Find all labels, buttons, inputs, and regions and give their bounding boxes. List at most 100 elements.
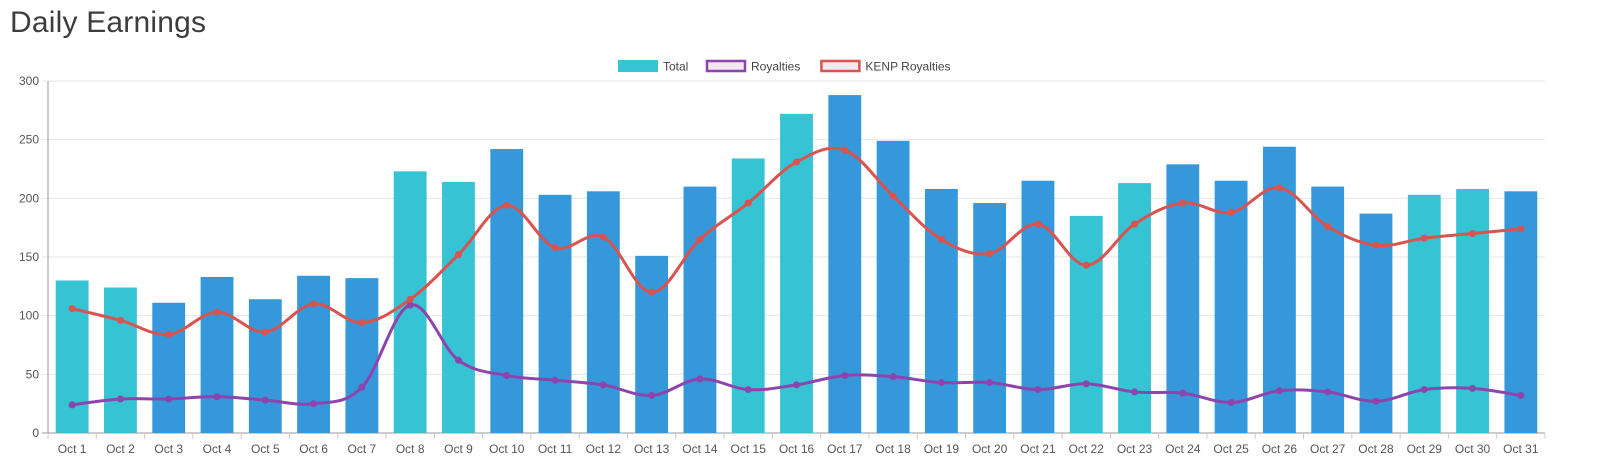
- x-tick-label: Oct 11: [538, 442, 573, 456]
- point: [1372, 397, 1380, 405]
- legend-item-kenp-royalties[interactable]: KENP Royalties: [820, 60, 951, 74]
- point: [68, 401, 76, 409]
- x-tick-label: Oct 16: [779, 442, 815, 456]
- point: [503, 201, 511, 209]
- point: [165, 395, 173, 403]
- bar: [1021, 180, 1055, 433]
- point: [116, 316, 124, 324]
- point: [1131, 388, 1139, 396]
- point: [793, 381, 800, 389]
- x-tick-label: Oct 13: [634, 442, 670, 456]
- bar: [973, 203, 1007, 433]
- x-tick-label: Oct 1: [58, 442, 87, 456]
- point: [1517, 391, 1525, 399]
- legend-item-royalties[interactable]: Royalties: [705, 59, 800, 74]
- point: [1324, 388, 1332, 396]
- point: [1034, 220, 1042, 228]
- point: [1372, 241, 1380, 249]
- point: [165, 330, 173, 338]
- x-tick-label: Oct 31: [1503, 442, 1539, 456]
- bar: [1407, 194, 1441, 433]
- x-tick-label: Oct 21: [1020, 442, 1056, 456]
- x-tick-label: Oct 19: [924, 442, 960, 456]
- point: [68, 305, 76, 313]
- x-tick-label: Oct 15: [731, 442, 767, 456]
- point: [889, 192, 897, 200]
- point: [793, 158, 800, 166]
- legend[interactable]: Total Royalties KENP Royalties: [618, 60, 951, 74]
- x-tick-label: Oct 27: [1310, 442, 1346, 456]
- point: [841, 146, 849, 154]
- point: [406, 301, 414, 309]
- point: [889, 373, 897, 381]
- y-tick-label: 200: [19, 191, 39, 205]
- bar: [828, 95, 862, 433]
- point: [1179, 199, 1187, 207]
- x-tick-label: Oct 8: [396, 442, 425, 456]
- point: [454, 356, 462, 364]
- legend-swatch: [618, 60, 658, 72]
- point: [744, 386, 752, 394]
- x-tick-label: Oct 7: [348, 442, 377, 456]
- point: [744, 199, 752, 207]
- bar: [1118, 183, 1151, 433]
- legend-item-total[interactable]: Total: [618, 60, 688, 74]
- axes: 0 50 100 150 200 250 300 Oct 1 Oct 2 Oct 3 Oct 4 Oc…: [19, 74, 1546, 456]
- point: [116, 395, 124, 403]
- point: [454, 251, 462, 259]
- bar: [248, 299, 282, 433]
- line-series: [68, 146, 1525, 409]
- y-tick-label: 250: [19, 133, 39, 147]
- point: [1420, 234, 1428, 242]
- point: [358, 319, 366, 327]
- point: [599, 381, 607, 389]
- page-title: Daily Earnings: [10, 6, 207, 39]
- x-tick-label: Oct 2: [106, 442, 135, 456]
- bar: [345, 278, 379, 433]
- bar: [490, 149, 524, 433]
- point: [1469, 230, 1477, 238]
- bar: [297, 275, 331, 433]
- x-tick-label: Oct 18: [875, 442, 911, 456]
- point: [599, 233, 607, 241]
- y-tick-label: 50: [26, 367, 40, 381]
- point: [986, 379, 994, 387]
- point: [1227, 398, 1235, 406]
- x-tick-label: Oct 30: [1455, 442, 1491, 456]
- bar: [1456, 188, 1489, 433]
- x-tick-label: Oct 29: [1407, 442, 1443, 456]
- point: [1227, 208, 1235, 216]
- x-tick-label: Oct 9: [444, 442, 473, 456]
- y-tick-label: 300: [19, 74, 39, 88]
- x-tick-label: Oct 17: [827, 442, 863, 456]
- bar: [200, 276, 234, 433]
- point: [503, 372, 511, 380]
- point: [937, 235, 945, 243]
- bar: [586, 191, 620, 433]
- bar: [924, 188, 958, 433]
- x-tick-label: Oct 20: [972, 442, 1008, 456]
- legend-swatch: [705, 59, 747, 73]
- point: [310, 400, 318, 408]
- y-tick-label: 0: [32, 426, 39, 440]
- y-tick-label: 100: [19, 309, 39, 323]
- point: [841, 372, 849, 380]
- point: [937, 379, 945, 387]
- x-tick-label: Oct 10: [489, 442, 525, 456]
- point: [406, 295, 414, 303]
- point: [261, 396, 269, 404]
- point: [1420, 386, 1428, 394]
- x-tick-label: Oct 6: [299, 442, 328, 456]
- point: [551, 244, 559, 252]
- x-tick-label: Oct 22: [1069, 442, 1105, 456]
- point: [1131, 220, 1139, 228]
- bar: [1262, 146, 1296, 433]
- x-tick-label: Oct 14: [682, 442, 718, 456]
- point: [1082, 380, 1090, 388]
- point: [1517, 225, 1525, 233]
- bar: [442, 181, 475, 433]
- point: [213, 308, 221, 316]
- y-tick-label: 150: [19, 250, 39, 264]
- bar: [152, 302, 186, 433]
- x-tick-label: Oct 28: [1358, 442, 1394, 456]
